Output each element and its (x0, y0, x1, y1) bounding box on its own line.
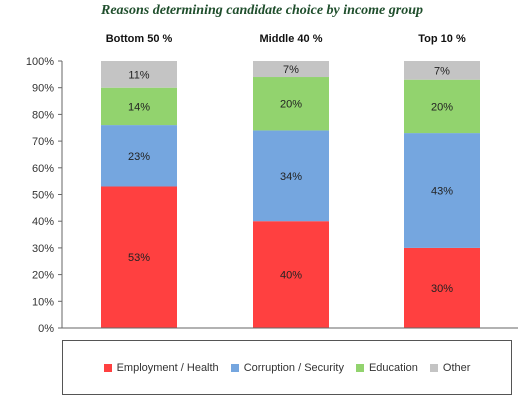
y-tick-label: 0% (38, 323, 54, 335)
bar-segment (404, 79, 480, 134)
category-label: Top 10 % (418, 33, 466, 45)
data-label: 53% (128, 252, 150, 264)
bar-segment (253, 221, 329, 328)
category-label: Middle 40 % (260, 33, 323, 45)
bar-segment (404, 61, 480, 80)
chart-title: Reasons determining candidate choice by … (101, 3, 423, 18)
legend-swatch (103, 363, 112, 372)
bar-segment (404, 133, 480, 248)
data-label: 11% (128, 69, 149, 81)
legend-swatch (355, 363, 364, 372)
y-tick-label: 100% (26, 56, 54, 68)
data-label: 7% (434, 65, 450, 77)
legend-swatch (230, 363, 239, 372)
category-label: Bottom 50 % (106, 33, 173, 45)
y-tick-label: 90% (32, 83, 54, 95)
data-label: 40% (280, 270, 302, 282)
legend-label: Education (368, 361, 418, 374)
y-tick-label: 80% (32, 109, 54, 121)
bar-segment (253, 130, 329, 222)
y-tick-label: 30% (32, 243, 54, 255)
bar-segment (101, 186, 177, 328)
y-tick-label: 70% (32, 136, 54, 148)
data-label: 20% (280, 99, 302, 111)
bar-segment (253, 61, 329, 78)
legend-label: Employment / Health (116, 361, 219, 374)
y-tick-label: 40% (32, 216, 54, 228)
y-tick-label: 20% (32, 270, 54, 282)
legend-item: Education (355, 361, 418, 374)
data-label: 7% (283, 64, 299, 76)
legend-item: Other (429, 361, 471, 374)
chart-legend: Employment / Health Corruption / Security… (62, 340, 512, 395)
data-label: 23% (128, 151, 150, 163)
data-label: 34% (280, 171, 302, 183)
bar-segment (101, 61, 177, 88)
legend-item: Employment / Health (103, 361, 219, 374)
y-tick-label: 10% (32, 296, 54, 308)
legend-label: Corruption / Security (243, 361, 344, 374)
y-tick-label: 50% (32, 190, 54, 202)
bar-segment (101, 125, 177, 187)
bar-segment (404, 247, 480, 328)
y-tick-label: 60% (32, 163, 54, 175)
data-label: 14% (128, 101, 150, 113)
bar-segment (101, 87, 177, 126)
data-label: 20% (431, 101, 453, 113)
bar-segment (253, 77, 329, 131)
data-label: 30% (431, 283, 453, 295)
legend-swatch (429, 363, 438, 372)
legend-item: Corruption / Security (230, 361, 344, 374)
data-label: 43% (431, 185, 453, 197)
legend-label: Other (442, 361, 471, 374)
